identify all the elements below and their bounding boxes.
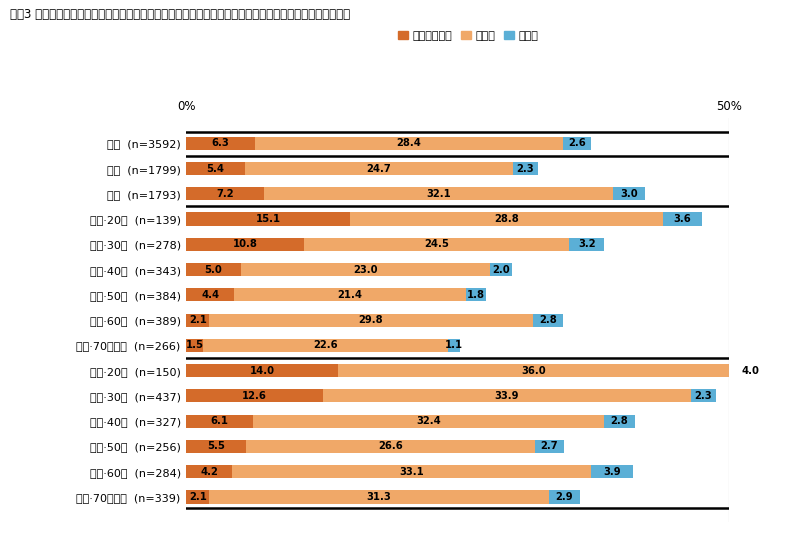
Bar — [490, 263, 512, 276]
Bar — [532, 314, 563, 327]
Bar — [186, 187, 264, 200]
Bar — [729, 364, 773, 377]
Text: 2.6: 2.6 — [568, 138, 586, 148]
Text: 32.1: 32.1 — [426, 189, 451, 199]
Text: 6.1: 6.1 — [211, 416, 228, 426]
Bar — [232, 465, 591, 478]
Text: 22.6: 22.6 — [313, 341, 338, 350]
Bar — [513, 162, 538, 175]
Text: 5.0: 5.0 — [205, 265, 222, 274]
Text: 21.4: 21.4 — [338, 290, 363, 300]
Bar — [186, 314, 209, 327]
Text: 32.4: 32.4 — [416, 416, 441, 426]
Bar — [186, 288, 234, 301]
Text: 2.9: 2.9 — [556, 492, 573, 502]
Bar — [234, 288, 467, 301]
Text: 2.1: 2.1 — [189, 315, 207, 325]
Bar — [350, 213, 663, 225]
Text: 10.8: 10.8 — [232, 239, 258, 249]
Text: 2.0: 2.0 — [492, 265, 509, 274]
Text: 2.1: 2.1 — [189, 492, 207, 502]
Bar — [209, 490, 549, 504]
Text: 23.0: 23.0 — [353, 265, 377, 274]
Text: 24.5: 24.5 — [424, 239, 449, 249]
Text: 6.3: 6.3 — [211, 138, 229, 148]
Bar — [186, 440, 246, 453]
Bar — [186, 364, 339, 377]
Text: 1.1: 1.1 — [445, 341, 463, 350]
Bar — [186, 490, 209, 504]
Text: 3.6: 3.6 — [673, 214, 691, 224]
Bar — [209, 314, 532, 327]
Text: 4.0: 4.0 — [742, 366, 760, 376]
Text: 29.8: 29.8 — [359, 315, 383, 325]
Bar — [241, 263, 490, 276]
Bar — [186, 162, 245, 175]
Text: 28.8: 28.8 — [494, 214, 519, 224]
Text: 2.7: 2.7 — [540, 441, 558, 451]
Bar — [549, 490, 580, 504]
Bar — [563, 137, 591, 150]
Bar — [186, 213, 350, 225]
Legend: かなり増えた, 増えた, 減った: かなり増えた, 増えた, 減った — [399, 31, 539, 41]
Text: 7.2: 7.2 — [216, 189, 234, 199]
Bar — [186, 415, 253, 428]
Bar — [604, 415, 634, 428]
Bar — [467, 288, 486, 301]
Text: 3.9: 3.9 — [603, 466, 621, 477]
Text: 3.2: 3.2 — [578, 239, 595, 249]
Text: 15.1: 15.1 — [256, 214, 281, 224]
Bar — [304, 238, 569, 251]
Text: 3.0: 3.0 — [620, 189, 638, 199]
Text: 1.5: 1.5 — [185, 341, 203, 350]
Bar — [186, 263, 241, 276]
Bar — [186, 390, 323, 402]
Text: 5.5: 5.5 — [207, 441, 225, 451]
Text: 5.4: 5.4 — [207, 164, 224, 174]
Text: 31.3: 31.3 — [367, 492, 391, 502]
Text: 36.0: 36.0 — [522, 366, 546, 376]
Text: 24.7: 24.7 — [367, 164, 391, 174]
Bar — [186, 339, 202, 352]
Text: 図表3 「コロナ禍でネット通販の利用に変化がありましたか」についての回答（変化があった、性年代別）: 図表3 「コロナ禍でネット通販の利用に変化がありましたか」についての回答（変化が… — [10, 8, 350, 21]
Text: 2.8: 2.8 — [611, 416, 629, 426]
Text: 28.4: 28.4 — [396, 138, 421, 148]
Bar — [186, 137, 254, 150]
Text: 2.3: 2.3 — [695, 391, 712, 401]
Text: 26.6: 26.6 — [378, 441, 403, 451]
Bar — [202, 339, 448, 352]
Bar — [613, 187, 646, 200]
Bar — [254, 137, 563, 150]
Bar — [663, 213, 701, 225]
Bar — [246, 440, 535, 453]
Bar — [569, 238, 604, 251]
Bar — [264, 187, 613, 200]
Bar — [691, 390, 716, 402]
Text: 12.6: 12.6 — [242, 391, 267, 401]
Text: 33.1: 33.1 — [399, 466, 424, 477]
Bar — [448, 339, 460, 352]
Bar — [245, 162, 513, 175]
Bar — [253, 415, 604, 428]
Bar — [535, 440, 564, 453]
Bar — [339, 364, 729, 377]
Text: 2.3: 2.3 — [517, 164, 535, 174]
Text: 33.9: 33.9 — [495, 391, 519, 401]
Text: 4.2: 4.2 — [200, 466, 218, 477]
Bar — [186, 465, 232, 478]
Text: 4.4: 4.4 — [201, 290, 220, 300]
Bar — [186, 238, 304, 251]
Bar — [591, 465, 633, 478]
Text: 2.8: 2.8 — [539, 315, 556, 325]
Text: 1.8: 1.8 — [467, 290, 485, 300]
Text: 14.0: 14.0 — [249, 366, 275, 376]
Bar — [323, 390, 691, 402]
